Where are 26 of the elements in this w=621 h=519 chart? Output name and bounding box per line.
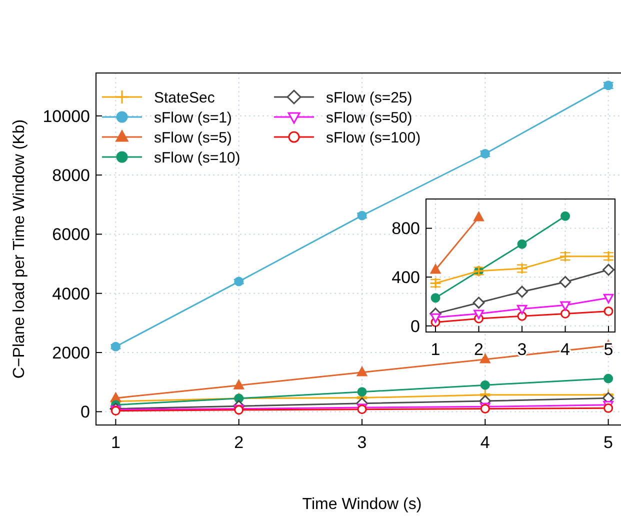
legend-label: sFlow (s=1) [154, 109, 232, 126]
y-tick-label: 2000 [52, 343, 90, 362]
x-tick-label: 2 [234, 433, 244, 452]
y-tick-label: 400 [392, 268, 420, 288]
y-tick-label: 0 [410, 316, 420, 336]
y-tick-label: 0 [80, 402, 90, 422]
x-tick-label: 3 [357, 433, 367, 452]
x-tick-label: 2 [474, 340, 484, 359]
y-axis-title: C−Plane load per Time Window (Kb) [11, 119, 28, 379]
y-tick-label: 10000 [42, 106, 90, 126]
x-tick-label: 3 [517, 340, 527, 359]
x-tick-label: 1 [110, 433, 120, 452]
legend-label: sFlow (s=5) [154, 129, 232, 146]
y-tick-label: 6000 [52, 225, 90, 244]
x-tick-label: 4 [480, 433, 490, 452]
x-tick-label: 1 [430, 340, 440, 359]
y-tick-label: 800 [392, 219, 420, 238]
x-axis-title: Time Window (s) [302, 496, 422, 513]
y-tick-label: 4000 [52, 284, 90, 304]
x-tick-label: 5 [604, 433, 614, 452]
legend-label: StateSec [154, 89, 216, 106]
legend-label: sFlow (s=25) [326, 89, 412, 106]
legend-label: sFlow (s=100) [326, 129, 421, 146]
legend-label: sFlow (s=50) [326, 109, 412, 126]
y-tick-label: 8000 [52, 166, 90, 185]
legend-label: sFlow (s=10) [154, 149, 240, 166]
